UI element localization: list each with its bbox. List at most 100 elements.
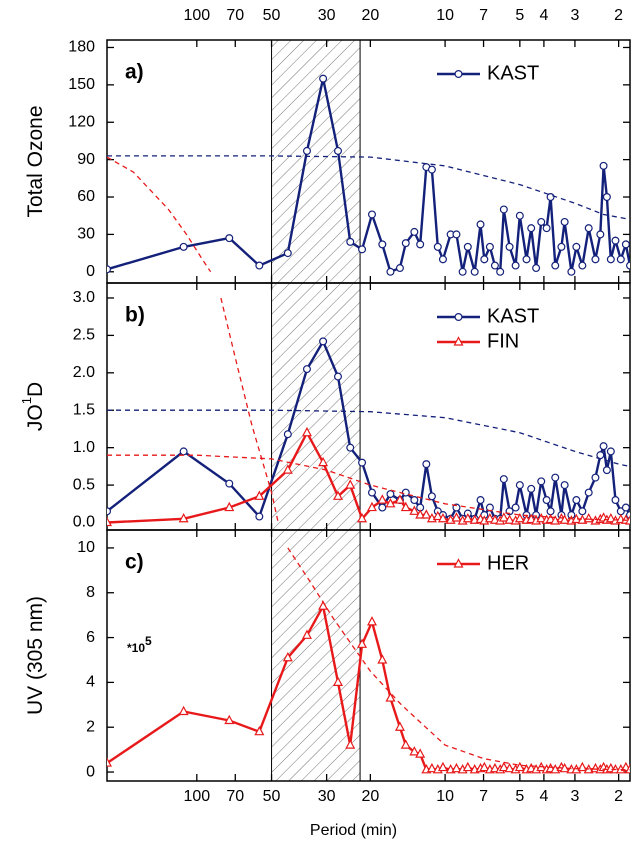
y-axis-label-part: D	[24, 382, 47, 397]
point	[385, 498, 396, 508]
point	[542, 496, 551, 505]
point	[591, 473, 600, 482]
point	[537, 477, 546, 486]
y-axis-label-part: Total Ozone	[24, 105, 47, 217]
point	[437, 761, 448, 772]
point	[107, 516, 112, 527]
point	[511, 503, 520, 512]
point	[498, 512, 509, 522]
y-tick-label: 1.0	[73, 439, 95, 456]
point	[489, 762, 500, 773]
y-axis-label: UV (305 nm)	[24, 596, 47, 715]
point	[318, 600, 329, 610]
point	[499, 205, 508, 214]
point	[504, 762, 515, 773]
x-tick-label: 2	[614, 788, 623, 805]
point	[527, 224, 536, 233]
point	[559, 514, 570, 524]
point	[357, 638, 368, 648]
x-tick-label: 70	[226, 788, 244, 805]
point	[479, 761, 490, 772]
point	[179, 242, 188, 251]
series-line	[107, 602, 630, 772]
legend-label: FIN	[487, 330, 519, 352]
x-tick-label-top: 4	[539, 7, 548, 24]
x-tick-label: 7	[479, 788, 488, 805]
point	[367, 210, 376, 219]
point	[107, 507, 111, 516]
point	[480, 255, 489, 264]
point	[602, 466, 611, 475]
point	[386, 267, 395, 276]
point	[599, 442, 608, 451]
point	[522, 255, 531, 264]
y-tick-label: 0	[86, 263, 95, 280]
point	[514, 512, 525, 523]
point	[224, 501, 235, 512]
point	[542, 224, 551, 233]
point	[476, 220, 485, 229]
y-tick-label: 3.0	[73, 289, 95, 306]
point	[496, 267, 505, 276]
legend-label: KAST	[487, 305, 539, 327]
point	[332, 490, 343, 500]
x-tick-label: 10	[436, 788, 454, 805]
point	[462, 512, 473, 523]
point	[415, 748, 426, 758]
y-axis-label: JO1D	[19, 382, 46, 431]
point	[515, 211, 524, 220]
point	[394, 494, 405, 504]
point	[378, 240, 387, 249]
x-tick-label: 20	[361, 788, 379, 805]
panel-label: c)	[125, 551, 144, 574]
x-tick-label-top: 7	[479, 7, 488, 24]
legend-label: KAST	[487, 62, 539, 84]
point	[302, 365, 311, 374]
point	[319, 337, 328, 346]
x-tick-label: 5	[515, 788, 524, 805]
panel-label: b)	[125, 304, 145, 327]
x-tick-label-top: 3	[570, 7, 579, 24]
point	[409, 505, 420, 515]
series-layer	[107, 74, 630, 276]
point	[426, 762, 437, 773]
series-layer	[107, 297, 630, 527]
point	[490, 261, 499, 270]
x-axis-label: Period (min)	[310, 822, 397, 839]
point	[345, 739, 356, 749]
point	[178, 512, 189, 523]
point	[255, 261, 264, 270]
legend-label: HER	[487, 552, 529, 574]
highlight-band	[271, 529, 361, 782]
annotation-sup: 5	[145, 634, 152, 648]
point	[178, 705, 189, 716]
y-tick-label: 180	[68, 39, 95, 56]
point	[476, 496, 485, 505]
y-tick-label: 0	[86, 763, 95, 780]
y-tick-label: 8	[86, 584, 95, 601]
x-tick-label-top: 30	[318, 7, 336, 24]
point	[386, 490, 395, 499]
point	[546, 193, 555, 202]
point	[557, 242, 566, 251]
point	[498, 761, 509, 772]
x-tick-label: 3	[570, 788, 579, 805]
point	[366, 616, 377, 626]
y-tick-label: 90	[77, 151, 95, 168]
point	[254, 725, 265, 736]
point	[527, 484, 536, 493]
point	[537, 217, 546, 226]
point	[107, 265, 111, 274]
point	[378, 503, 387, 512]
point	[625, 764, 630, 774]
point	[551, 261, 560, 270]
point	[415, 509, 426, 519]
point	[611, 236, 620, 245]
x-tick-label-top: 50	[263, 7, 281, 24]
point	[385, 692, 396, 702]
y-tick-label: 120	[68, 113, 95, 130]
point	[416, 240, 425, 249]
point	[395, 264, 404, 273]
